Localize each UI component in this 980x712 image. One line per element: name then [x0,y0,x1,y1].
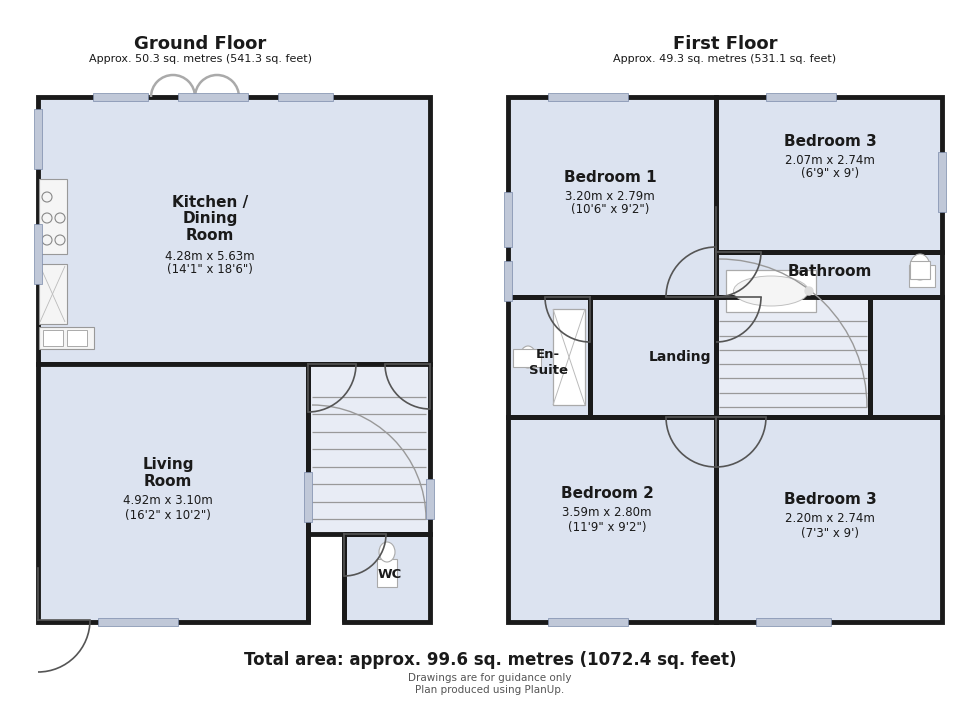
Bar [756,618,831,626]
Text: 3.20m x 2.79m: 3.20m x 2.79m [565,189,655,202]
Bar [34,109,42,169]
Ellipse shape [733,276,808,306]
Bar [513,349,541,367]
Text: Ground Floor: Ground Floor [134,35,267,53]
Text: First Floor: First Floor [672,35,777,53]
Bar [553,309,585,405]
Bar [909,265,935,287]
Bar [39,179,67,254]
Bar [504,261,512,301]
Text: Approx. 49.3 sq. metres (531.1 sq. feet): Approx. 49.3 sq. metres (531.1 sq. feet) [613,54,837,64]
Text: (6'9" x 9'): (6'9" x 9') [801,167,859,181]
Text: Room: Room [186,229,234,244]
Circle shape [805,287,813,295]
Text: Plan produced using PlanUp.: Plan produced using PlanUp. [416,685,564,695]
Bar [377,559,397,587]
Bar [67,330,87,346]
Text: 4.92m x 3.10m: 4.92m x 3.10m [123,495,213,508]
Text: Bathroom: Bathroom [788,264,872,280]
Bar [98,618,178,626]
Ellipse shape [379,542,395,562]
Text: Dining: Dining [182,211,238,226]
Bar [508,97,716,297]
Bar [426,479,434,519]
Bar [716,97,942,252]
Bar [38,97,430,364]
Bar [304,472,312,522]
Bar [508,417,716,622]
Text: Bedroom 1: Bedroom 1 [564,169,657,184]
Bar [548,618,628,626]
Bar [590,297,716,417]
Bar [508,297,590,417]
Text: (16'2" x 10'2"): (16'2" x 10'2") [125,508,211,521]
Bar [278,93,333,101]
Text: Bedroom 2: Bedroom 2 [561,486,654,501]
Bar [716,297,870,417]
Text: (11'9" x 9'2"): (11'9" x 9'2") [567,520,646,533]
Text: Bedroom 3: Bedroom 3 [784,493,876,508]
Text: En-: En- [536,347,560,360]
Bar [504,192,512,247]
Text: Total area: approx. 99.6 sq. metres (1072.4 sq. feet): Total area: approx. 99.6 sq. metres (107… [244,651,736,669]
Text: WC: WC [378,567,402,580]
Text: Landing: Landing [649,350,711,364]
Bar [34,224,42,284]
Bar [308,364,430,534]
Text: 4.28m x 5.63m: 4.28m x 5.63m [166,249,255,263]
Text: Room: Room [144,473,192,488]
Text: (7'3" x 9'): (7'3" x 9') [801,526,859,540]
Bar [93,93,148,101]
Text: Approx. 50.3 sq. metres (541.3 sq. feet): Approx. 50.3 sq. metres (541.3 sq. feet) [88,54,312,64]
Ellipse shape [910,254,930,280]
Text: 2.20m x 2.74m: 2.20m x 2.74m [785,513,875,525]
Bar [870,297,942,417]
Bar [38,364,308,622]
Text: (10'6" x 9'2"): (10'6" x 9'2") [570,204,649,216]
Bar [39,264,67,324]
Bar [548,93,628,101]
Bar [910,261,930,279]
Text: (14'1" x 18'6"): (14'1" x 18'6") [167,263,253,276]
Text: Bedroom 3: Bedroom 3 [784,135,876,150]
Bar [716,252,942,297]
Text: Living: Living [142,456,194,471]
Bar [726,270,816,312]
Text: 2.07m x 2.74m: 2.07m x 2.74m [785,154,875,167]
Bar [178,93,248,101]
Text: 3.59m x 2.80m: 3.59m x 2.80m [563,506,652,520]
Bar [938,152,946,212]
Bar [344,534,430,622]
Text: Drawings are for guidance only: Drawings are for guidance only [409,673,571,683]
Bar [766,93,836,101]
Bar [716,417,942,622]
Bar [43,330,63,346]
Text: Suite: Suite [528,364,567,377]
Ellipse shape [520,346,536,368]
Text: Kitchen /: Kitchen / [172,194,248,209]
Bar [39,327,94,349]
